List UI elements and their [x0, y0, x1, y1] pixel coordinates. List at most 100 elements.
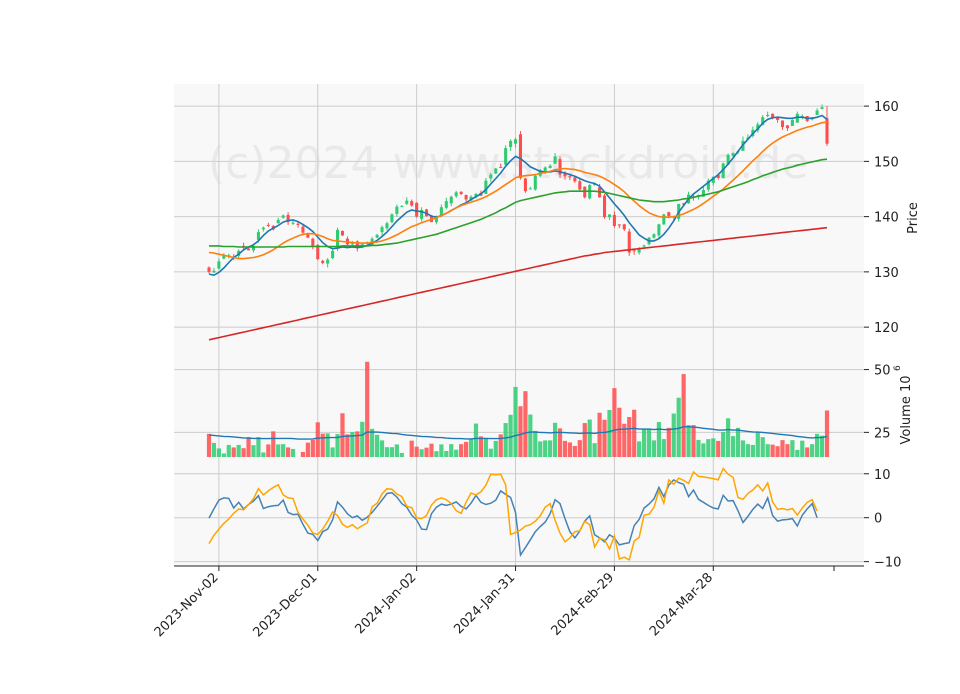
- volume-ytick-label: 50: [874, 364, 891, 379]
- volume-bar: [478, 436, 484, 457]
- candle-body: [286, 214, 290, 223]
- candle-body: [415, 202, 419, 217]
- candle-body: [548, 165, 552, 168]
- volume-bar: [444, 450, 449, 457]
- candle-body: [771, 113, 775, 118]
- candle-body: [251, 245, 256, 251]
- volume-bar: [310, 439, 315, 457]
- candle-body: [434, 216, 438, 223]
- price-ytick-label: 120: [874, 321, 899, 336]
- candle-body: [474, 193, 478, 197]
- volume-bar: [360, 421, 365, 457]
- price-axis-label: Price: [906, 202, 921, 234]
- moving-average-line: [208, 114, 828, 277]
- candle-body: [627, 231, 631, 253]
- candle-body: [222, 255, 226, 259]
- candle-body: [400, 206, 404, 208]
- candle-body: [499, 166, 503, 168]
- volume-bar: [646, 428, 652, 457]
- candle-body: [410, 201, 414, 206]
- volume-bar: [632, 409, 637, 457]
- moving-average-line: [208, 121, 828, 260]
- candle-body: [306, 233, 310, 238]
- candle-body: [212, 270, 216, 273]
- volume-bar: [740, 440, 746, 457]
- price-panel: [207, 104, 829, 341]
- xtick-label: 2024-Jan-02: [352, 570, 419, 637]
- volume-bar: [409, 440, 414, 457]
- volume-bar: [340, 413, 345, 457]
- volume-bar: [211, 442, 217, 457]
- volume-bar: [701, 443, 706, 457]
- volume-bar: [523, 391, 528, 457]
- candle-body: [701, 190, 705, 197]
- volume-bar: [261, 452, 266, 457]
- candle-body: [731, 153, 735, 156]
- volume-bar: [622, 423, 627, 457]
- volume-bar: [384, 447, 390, 457]
- candle-body: [785, 125, 789, 129]
- candle-body: [311, 238, 315, 247]
- candle-body: [375, 234, 379, 238]
- candle-body: [291, 222, 295, 224]
- volume-bar: [716, 440, 721, 457]
- candle-body: [489, 174, 493, 179]
- volume-bar: [760, 437, 765, 457]
- candle-body: [326, 259, 330, 264]
- volume-bar: [365, 361, 370, 457]
- candle-body: [439, 207, 443, 217]
- candle-body: [622, 224, 626, 230]
- volume-bar: [459, 444, 464, 457]
- volume-bar: [552, 422, 558, 457]
- candle-body: [716, 175, 720, 178]
- volume-bar: [533, 430, 538, 457]
- volume-bar: [582, 423, 587, 457]
- candle-body: [652, 234, 656, 238]
- oscillator-ytick-label: 0: [874, 512, 882, 527]
- candle-body: [761, 117, 765, 125]
- volume-bar: [612, 388, 617, 457]
- volume-bar: [434, 451, 439, 457]
- candle-body: [331, 250, 335, 259]
- volume-bar: [671, 413, 676, 457]
- candle-body: [632, 250, 636, 252]
- volume-bar: [824, 410, 830, 457]
- candle-body: [662, 214, 666, 225]
- candle-body: [321, 260, 325, 264]
- volume-bar: [493, 440, 498, 457]
- volume-bar: [661, 439, 666, 457]
- volume-bar: [805, 447, 810, 457]
- volume-bar: [290, 448, 296, 457]
- candle-body: [207, 267, 211, 272]
- volume-bar: [498, 434, 503, 457]
- candle-body: [568, 176, 572, 178]
- volume-bar: [305, 442, 310, 457]
- volume-bar: [666, 427, 671, 457]
- candle-body: [449, 196, 453, 204]
- volume-bar: [770, 444, 775, 457]
- moving-average-line: [209, 158, 828, 248]
- volume-bar: [394, 444, 399, 457]
- candle-body: [504, 148, 508, 165]
- candle-body: [355, 241, 359, 249]
- volume-bar: [419, 449, 424, 457]
- volume-bar: [231, 447, 236, 457]
- volume-bar: [389, 447, 395, 457]
- volume-bar: [483, 438, 488, 457]
- candle-body: [563, 172, 567, 177]
- candle-body: [266, 224, 270, 226]
- volume-bar: [557, 428, 563, 457]
- candle-body: [301, 226, 305, 233]
- volume-bar: [681, 374, 686, 457]
- volume-bar: [696, 439, 701, 457]
- candle-body: [820, 107, 824, 109]
- candle-body: [494, 168, 498, 174]
- volume-bar: [651, 440, 657, 457]
- volume-bar: [518, 406, 523, 457]
- volume-bar: [429, 443, 434, 457]
- volume-bar: [271, 431, 276, 457]
- price-ytick-label: 160: [874, 100, 899, 115]
- volume-bar: [350, 432, 355, 457]
